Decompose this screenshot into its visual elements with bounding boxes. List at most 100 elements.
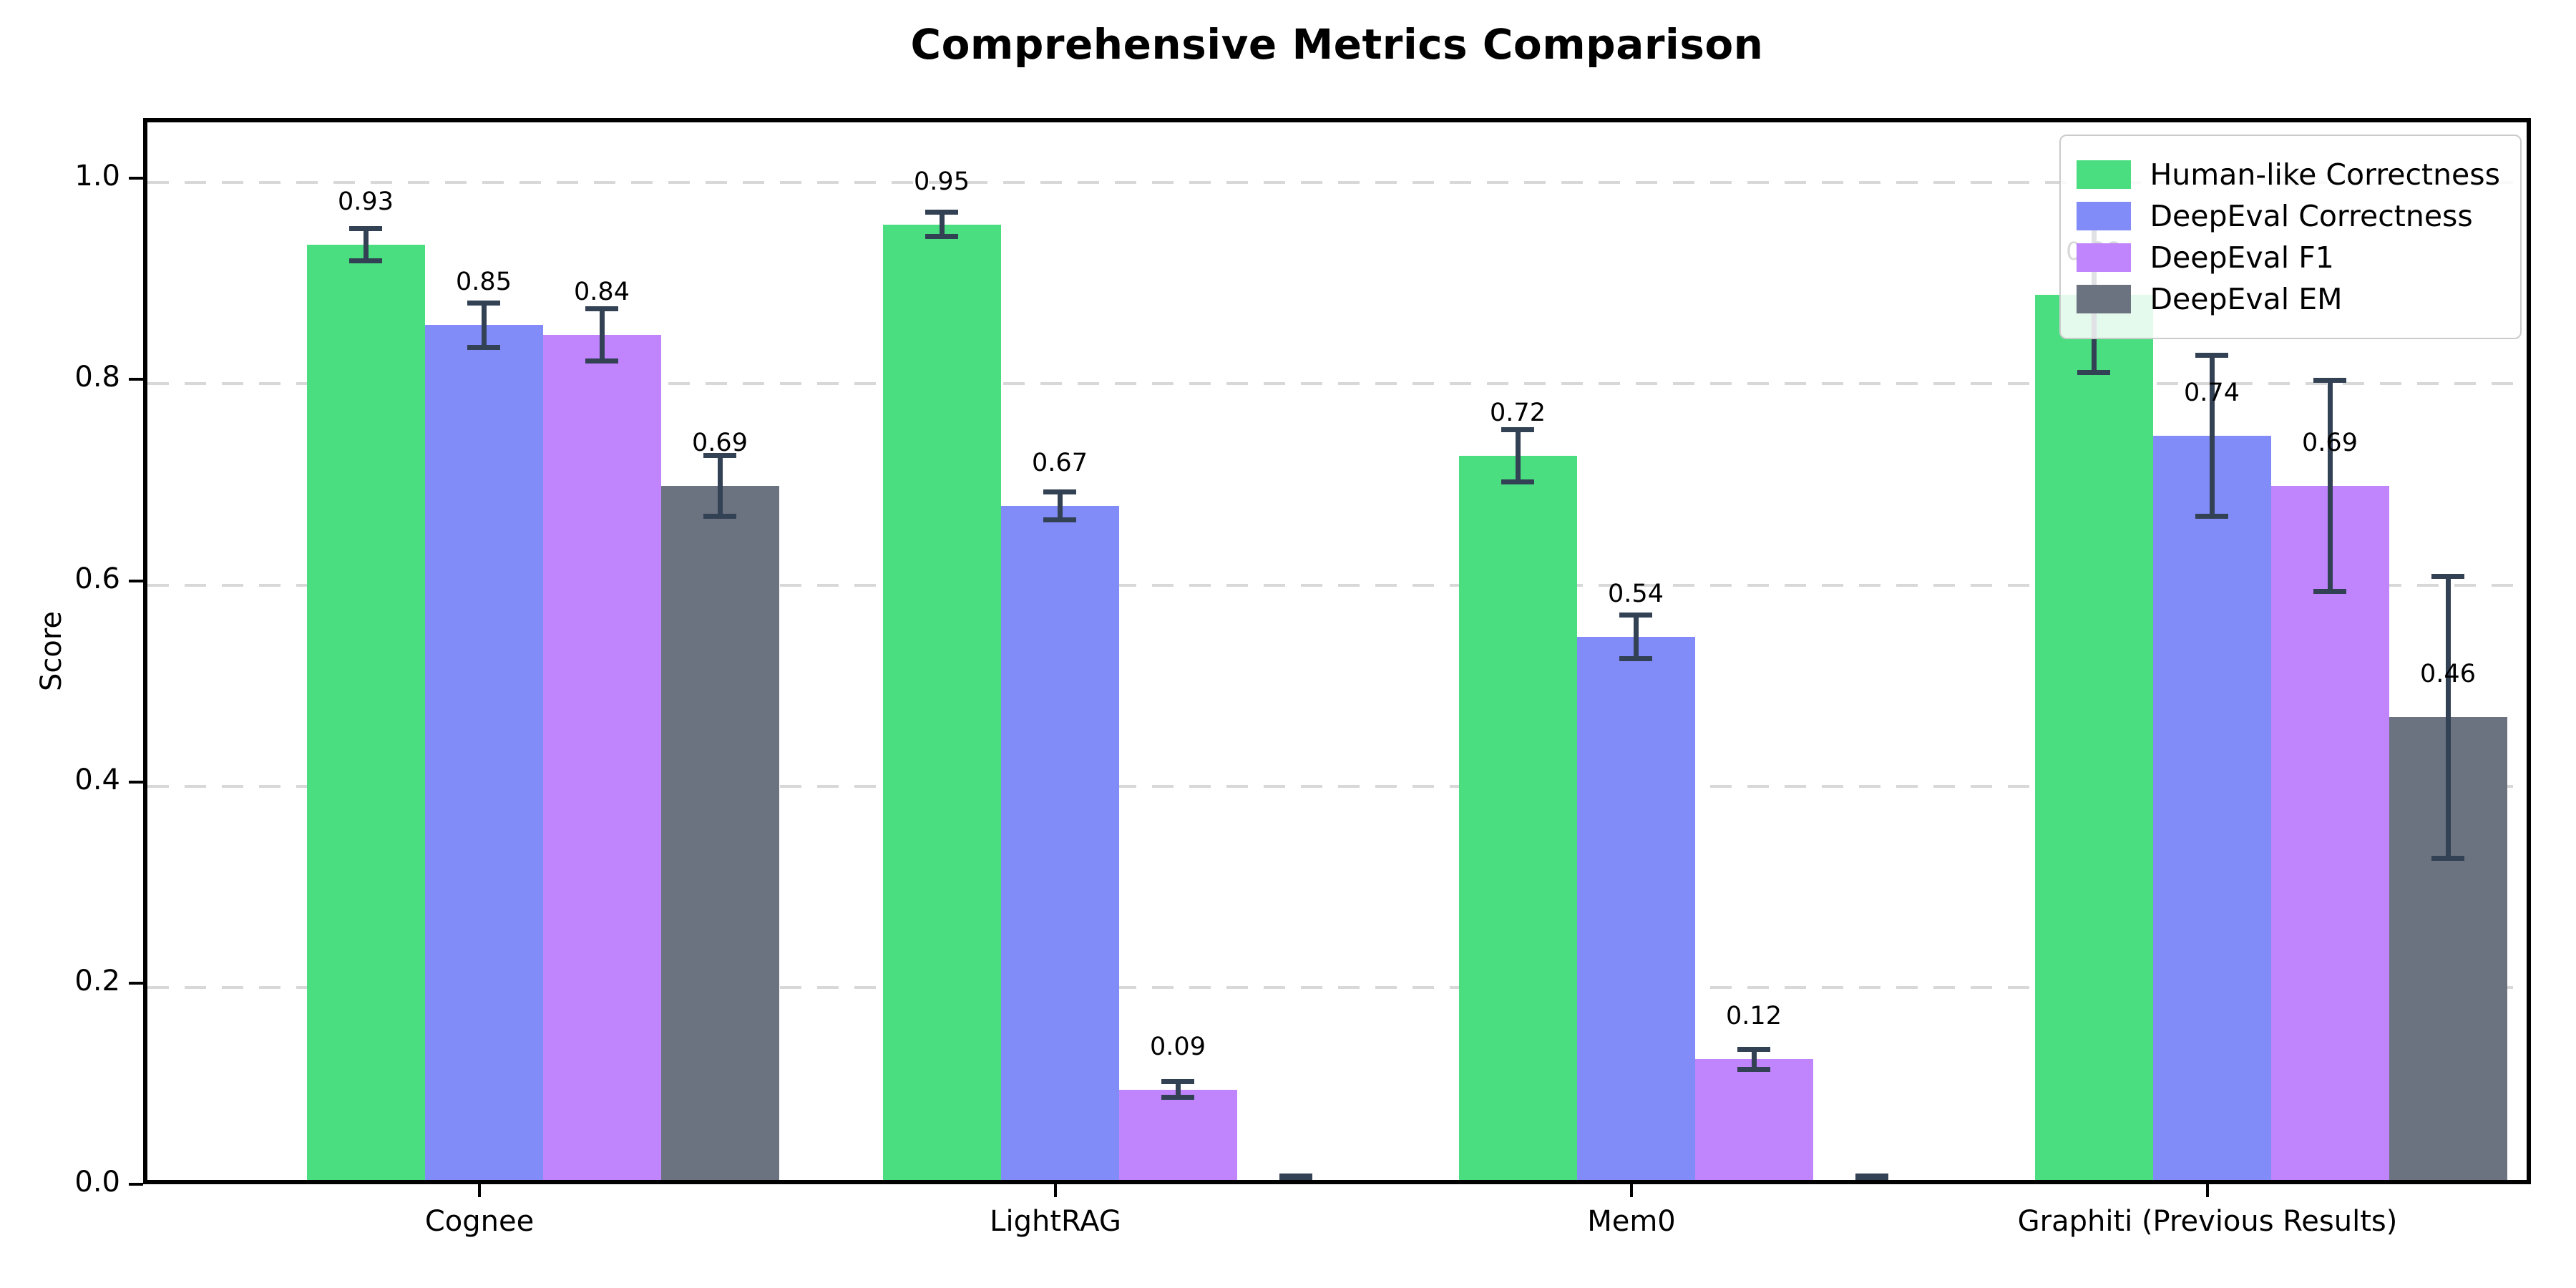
error-bar-cap-top (467, 300, 500, 306)
legend-label: DeepEval EM (2150, 282, 2343, 316)
bar-value-label: 0.74 (2184, 378, 2240, 407)
bar (542, 335, 661, 1180)
bar (306, 244, 425, 1180)
error-bar (717, 455, 723, 517)
gridline (147, 784, 2527, 788)
bar-value-label: 0.54 (1608, 579, 1664, 608)
bar-value-label: 0.09 (1150, 1032, 1206, 1061)
legend-item: DeepEval F1 (2077, 240, 2500, 275)
error-bar (1515, 429, 1521, 482)
gridline (147, 181, 2527, 185)
legend-swatch (2077, 160, 2132, 189)
error-bar-cap-bottom (1043, 517, 1076, 523)
y-axis-label: Score (35, 610, 68, 692)
y-tick-label: 0.8 (74, 361, 120, 394)
legend-swatch (2077, 285, 2132, 313)
error-bar-cap-bottom (2195, 513, 2228, 519)
x-tick-mark (1054, 1184, 1057, 1197)
error-bar-cap-top (1619, 612, 1652, 618)
bar (660, 486, 779, 1180)
error-bar (2209, 355, 2215, 517)
error-bar-cap-bottom (1619, 656, 1652, 662)
x-tick-label: Mem0 (1587, 1205, 1676, 1238)
error-bar-cap-bottom (925, 234, 958, 239)
legend-swatch (2077, 243, 2132, 272)
bar-value-label: 0.12 (1726, 1002, 1782, 1031)
error-bar-cap-top (1501, 426, 1534, 432)
bar-value-label: 0.95 (914, 167, 970, 196)
x-tick-label: Graphiti (Previous Results) (2017, 1205, 2398, 1238)
bar-value-label: 0.69 (2302, 429, 2358, 458)
bar (882, 224, 1001, 1180)
bar-value-label: 0.84 (574, 278, 630, 307)
y-tick-mark (129, 1183, 143, 1186)
error-bar (1633, 615, 1639, 659)
error-bar-cap-top (1737, 1046, 1770, 1052)
error-bar-cap-top (585, 306, 618, 312)
gridline (147, 382, 2527, 386)
bar-value-label: 0.72 (1490, 398, 1546, 427)
bar-value-label: 0.67 (1032, 449, 1088, 478)
error-bar (1057, 492, 1063, 520)
legend-item: DeepEval EM (2077, 282, 2500, 316)
bar (1576, 636, 1695, 1180)
error-bar-cap-top (349, 225, 382, 231)
legend-label: DeepEval F1 (2150, 240, 2334, 275)
error-bar (481, 303, 487, 348)
legend-item: Human-like Correctness (2077, 157, 2500, 192)
error-bar-cap-bottom (2431, 855, 2464, 861)
y-tick-label: 0.6 (74, 562, 120, 595)
gridline (147, 985, 2527, 989)
legend: Human-like Correctness DeepEval Correctne… (2059, 135, 2522, 339)
x-tick-mark (2206, 1184, 2209, 1197)
gridline (147, 583, 2527, 587)
bar (1000, 506, 1119, 1180)
bar (1694, 1059, 1813, 1180)
error-bar (939, 212, 945, 237)
legend-item: DeepEval Correctness (2077, 199, 2500, 233)
x-tick-label: LightRAG (990, 1205, 1121, 1238)
y-tick-label: 0.4 (74, 763, 120, 796)
x-tick-mark (1630, 1184, 1633, 1197)
bar-value-label: 0.93 (338, 187, 394, 216)
error-bar-cap-bottom (1855, 1175, 1888, 1180)
error-bar-cap-top (1161, 1078, 1194, 1084)
error-bar-cap-top (2431, 574, 2464, 580)
y-tick-mark (129, 177, 143, 180)
error-bar-cap-top (1043, 489, 1076, 495)
bar-value-label: 0.46 (2420, 660, 2476, 689)
error-bar (363, 228, 369, 261)
y-tick-mark (129, 579, 143, 582)
error-bar-cap-bottom (1279, 1175, 1312, 1180)
y-tick-label: 1.0 (74, 160, 120, 193)
error-bar (2327, 380, 2333, 592)
error-bar-cap-top (703, 453, 736, 459)
x-tick-mark (478, 1184, 481, 1197)
bar-value-label: 0.85 (456, 268, 512, 297)
error-bar-cap-bottom (1501, 479, 1534, 484)
chart-title: Comprehensive Metrics Comparison (910, 20, 1764, 69)
error-bar-cap-bottom (585, 358, 618, 364)
error-bar-cap-top (2313, 378, 2346, 383)
error-bar-cap-bottom (1161, 1095, 1194, 1101)
bar (2034, 295, 2153, 1180)
bar (2152, 435, 2271, 1180)
error-bar (1175, 1081, 1181, 1098)
error-bar (1751, 1049, 1757, 1070)
error-bar (2445, 576, 2451, 859)
legend-label: Human-like Correctness (2150, 157, 2500, 192)
bar (1458, 455, 1577, 1180)
error-bar-cap-bottom (349, 258, 382, 263)
error-bar-cap-bottom (2077, 369, 2110, 375)
y-tick-mark (129, 780, 143, 784)
y-tick-label: 0.0 (74, 1166, 120, 1199)
error-bar-cap-top (925, 210, 958, 215)
error-bar-cap-bottom (2313, 589, 2346, 595)
x-tick-label: Cognee (424, 1205, 535, 1238)
bar (2270, 486, 2389, 1180)
y-tick-mark (129, 981, 143, 985)
error-bar-cap-top (2195, 352, 2228, 358)
y-tick-mark (129, 378, 143, 381)
error-bar (599, 308, 605, 361)
